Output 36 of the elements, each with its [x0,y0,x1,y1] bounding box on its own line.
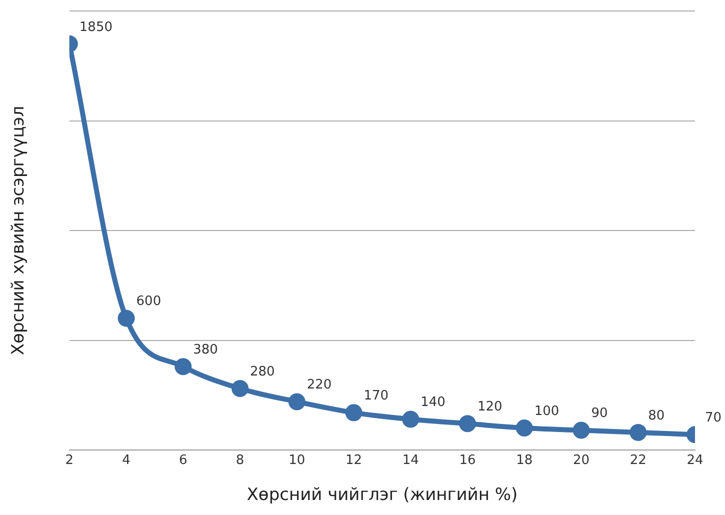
x-tick-label: 20 [572,453,590,468]
data-label: 140 [420,395,446,410]
data-label: 380 [193,342,218,358]
x-tick-label: 12 [345,453,362,468]
data-label: 220 [306,378,332,393]
point [459,415,476,432]
data-label: 90 [591,406,608,422]
x-tick-label: 22 [630,453,646,468]
data-label: 80 [648,408,665,424]
x-tick-label: 4 [122,453,130,468]
x-tick-label: 18 [516,453,533,468]
x-tick-label: 6 [179,453,188,468]
data-label: 70 [705,410,722,426]
point [572,422,590,439]
x-tick-label: 14 [402,453,419,468]
x-tick-label: 24 [686,453,704,468]
data-label: 100 [534,404,560,419]
point [232,380,249,398]
x-tick-label: 16 [459,453,476,468]
x-tick-label: 8 [236,453,244,468]
point [345,404,362,422]
point [516,420,533,437]
point [118,310,135,327]
point [630,424,647,441]
point [288,393,306,410]
x-tick-label: 2 [65,453,74,468]
point [174,358,192,376]
data-label: 600 [136,294,162,310]
y-axis-title: Хөрсний хувийн эсэргүүцэл [8,106,29,356]
x-axis-title: Хөрсний чийглэг (жингийн %) [246,485,518,506]
point [402,410,420,428]
x-tick-label: 10 [288,453,306,468]
data-label: 170 [364,388,389,404]
data-label: 280 [250,364,275,380]
data-label: 1850 [79,20,112,35]
data-label: 120 [478,400,502,415]
